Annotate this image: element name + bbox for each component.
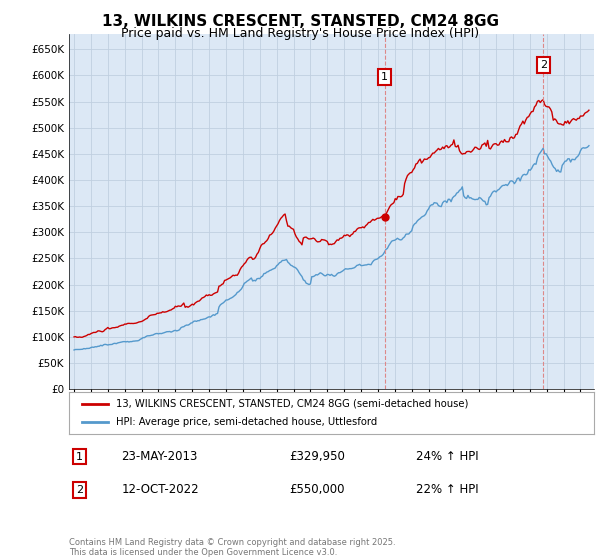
Text: 1: 1 <box>76 452 83 461</box>
Text: £329,950: £329,950 <box>290 450 346 463</box>
Text: 23-MAY-2013: 23-MAY-2013 <box>121 450 198 463</box>
Text: Contains HM Land Registry data © Crown copyright and database right 2025.
This d: Contains HM Land Registry data © Crown c… <box>69 538 395 557</box>
Text: 13, WILKINS CRESCENT, STANSTED, CM24 8GG: 13, WILKINS CRESCENT, STANSTED, CM24 8GG <box>101 14 499 29</box>
Text: 1: 1 <box>381 72 388 82</box>
Text: 12-OCT-2022: 12-OCT-2022 <box>121 483 199 497</box>
Text: 2: 2 <box>76 485 83 495</box>
Text: £550,000: £550,000 <box>290 483 345 497</box>
Text: Price paid vs. HM Land Registry's House Price Index (HPI): Price paid vs. HM Land Registry's House … <box>121 27 479 40</box>
Text: 2: 2 <box>539 60 547 70</box>
Text: 22% ↑ HPI: 22% ↑ HPI <box>415 483 478 497</box>
Text: 13, WILKINS CRESCENT, STANSTED, CM24 8GG (semi-detached house): 13, WILKINS CRESCENT, STANSTED, CM24 8GG… <box>116 399 469 409</box>
Text: 24% ↑ HPI: 24% ↑ HPI <box>415 450 478 463</box>
Text: HPI: Average price, semi-detached house, Uttlesford: HPI: Average price, semi-detached house,… <box>116 417 377 427</box>
